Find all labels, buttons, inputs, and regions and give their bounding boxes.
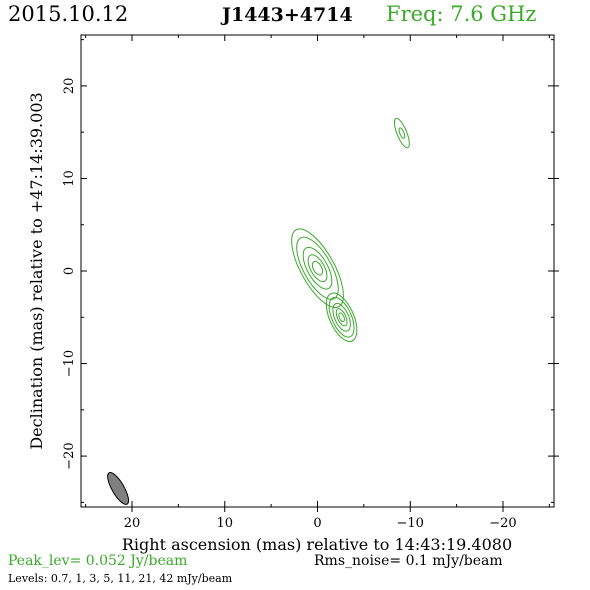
rms-noise: Rms_noise= 0.1 mJy/beam (314, 553, 503, 569)
peak-level: Peak_lev= 0.052 Jy/beam (8, 553, 188, 569)
x-tick-label: −20 (489, 516, 516, 531)
contour-line (291, 228, 344, 309)
x-tick-label: 20 (124, 516, 141, 531)
contour-levels: Levels: 0.7, 1, 3, 5, 11, 21, 42 mJy/bea… (8, 572, 233, 585)
contour-group (107, 117, 410, 505)
contour-line (302, 246, 333, 290)
y-tick-label: 0 (62, 267, 77, 275)
contour-line (307, 254, 328, 283)
contour-line (328, 296, 355, 338)
y-tick-label: −20 (62, 442, 77, 469)
axis-ticks: 20 10 0 −10 −20 20 10 0 −10 −20 (62, 35, 559, 531)
x-tick-label: −10 (397, 516, 424, 531)
plot-frame (80, 34, 555, 508)
contour-line (393, 117, 410, 149)
contour-line (325, 292, 358, 342)
y-tick-label: 20 (62, 78, 77, 95)
x-axis-label: Right ascension (mas) relative to 14:43:… (122, 535, 512, 554)
x-tick-label: 10 (216, 516, 233, 531)
observation-date: 2015.10.12 (8, 2, 129, 26)
contour-line (311, 260, 324, 276)
frequency-label: Freq: 7.6 GHz (386, 2, 537, 26)
contour-line (296, 236, 339, 300)
contour-line (332, 302, 351, 332)
contour-line (335, 308, 348, 327)
contour-line (338, 312, 345, 323)
x-tick-label: 0 (313, 516, 321, 531)
source-name: J1443+4714 (222, 4, 353, 26)
y-tick-label: −10 (62, 350, 77, 377)
beam-ellipse (107, 472, 130, 505)
contour-line (398, 127, 406, 139)
y-tick-label: 10 (62, 170, 77, 187)
y-axis-label: Declination (mas) relative to +47:14:39.… (27, 92, 46, 449)
